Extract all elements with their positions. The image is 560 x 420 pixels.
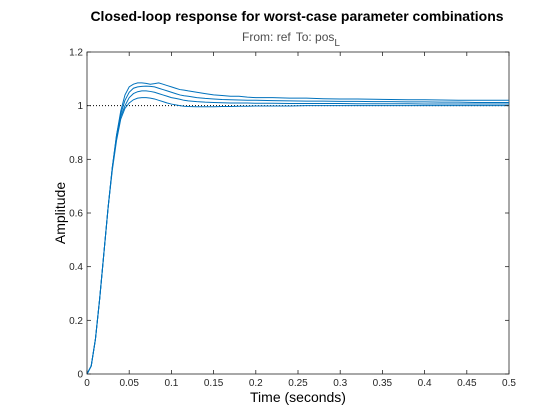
x-tick-label: 0.3: [333, 378, 347, 389]
chart-subtitle: From: ref To: posL: [242, 30, 340, 49]
subtitle-from-label: From: ref: [242, 30, 291, 44]
subtitle-to-label: To: pos: [296, 30, 335, 44]
x-tick-label: 0.35: [373, 378, 393, 389]
x-tick-label: 0.2: [249, 378, 263, 389]
y-tick-label: 0.6: [69, 209, 83, 220]
x-tick-label: 0.05: [119, 378, 139, 389]
series-line-3: [86, 90, 509, 375]
y-axis-label: Amplitude: [52, 182, 68, 244]
x-tick-label: 0.4: [418, 378, 432, 389]
chart-title: Closed-loop response for worst-case para…: [90, 8, 503, 24]
y-tick-label: 0.4: [69, 262, 83, 273]
subtitle-to-subscript: L: [334, 38, 340, 49]
y-axis-ticks: 0 0.2 0.4 0.6 0.8 1 1.2: [69, 48, 509, 381]
y-tick-label: 0.8: [69, 155, 83, 166]
y-tick-label: 1.2: [69, 48, 83, 59]
x-axis-label: Time (seconds): [250, 389, 346, 405]
series-line-2: [86, 85, 509, 375]
series-line-4: [86, 97, 509, 375]
x-axis-ticks: 0 0.05 0.1 0.15 0.2 0.25 0.3 0.35 0.4 0.45 0.5: [84, 52, 516, 389]
x-tick-label: 0.25: [288, 378, 308, 389]
x-tick-label: 0.1: [164, 378, 178, 389]
x-tick-label: 0: [84, 378, 90, 389]
y-tick-label: 1: [77, 101, 83, 112]
x-tick-label: 0.5: [502, 378, 516, 389]
x-tick-label: 0.45: [457, 378, 477, 389]
x-tick-label: 0.15: [204, 378, 224, 389]
y-tick-label: 0: [77, 370, 83, 381]
series-group: [86, 82, 509, 375]
y-tick-label: 0.2: [69, 316, 83, 327]
